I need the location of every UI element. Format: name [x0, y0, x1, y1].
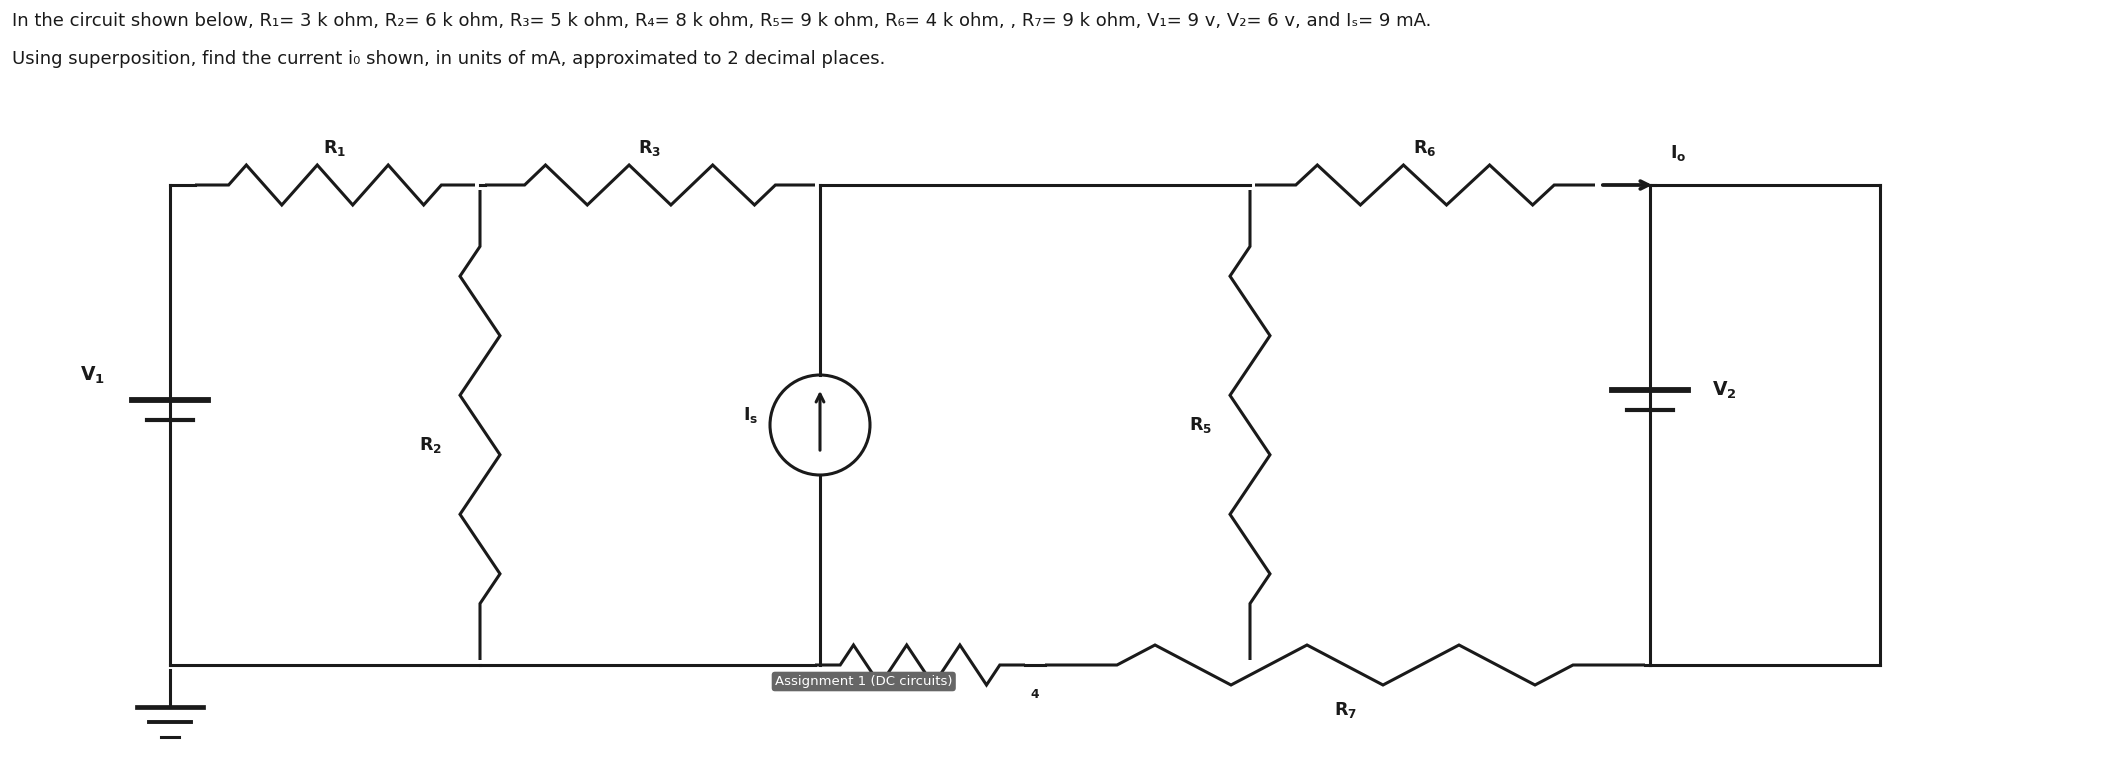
- Text: $\mathbf{I_s}$: $\mathbf{I_s}$: [742, 405, 757, 425]
- Text: $\mathbf{V_2}$: $\mathbf{V_2}$: [1712, 379, 1737, 401]
- Text: $\mathbf{R_3}$: $\mathbf{R_3}$: [638, 138, 662, 158]
- Text: $\mathbf{V_1}$: $\mathbf{V_1}$: [81, 364, 106, 385]
- Text: $\mathbf{R_7}$: $\mathbf{R_7}$: [1334, 700, 1357, 720]
- Text: $\mathbf{_4}$: $\mathbf{_4}$: [1031, 683, 1039, 701]
- Text: Using superposition, find the current i₀ shown, in units of mA, approximated to : Using superposition, find the current i₀…: [13, 50, 884, 68]
- Text: $\mathbf{R_2}$: $\mathbf{R_2}$: [420, 435, 441, 455]
- Text: $\mathbf{R_5}$: $\mathbf{R_5}$: [1190, 415, 1211, 435]
- Text: $\mathbf{I_o}$: $\mathbf{I_o}$: [1669, 143, 1686, 163]
- Text: Assignment 1 (DC circuits): Assignment 1 (DC circuits): [774, 675, 952, 688]
- Text: $\mathbf{R_6}$: $\mathbf{R_6}$: [1413, 138, 1436, 158]
- Text: $\mathbf{R_1}$: $\mathbf{R_1}$: [325, 138, 346, 158]
- Text: In the circuit shown below, R₁= 3 k ohm, R₂= 6 k ohm, R₃= 5 k ohm, R₄= 8 k ohm, : In the circuit shown below, R₁= 3 k ohm,…: [13, 12, 1432, 30]
